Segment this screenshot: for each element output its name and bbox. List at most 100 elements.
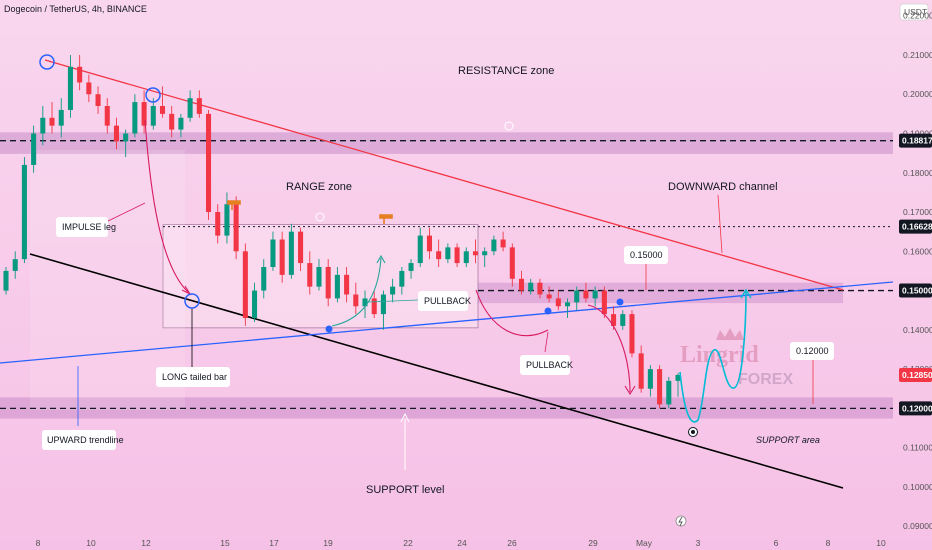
watermark: Lingrid FOREX <box>680 328 793 388</box>
price-tag-label: 0.12000 <box>902 403 932 413</box>
target1-box <box>624 246 668 264</box>
annotations: RESISTANCE zone RANGE zone DOWNWARD chan… <box>42 65 834 496</box>
candle-body <box>500 239 506 248</box>
candle-body <box>509 247 515 279</box>
candle-body <box>169 113 175 130</box>
impulse-box <box>56 217 108 237</box>
candle-body <box>454 247 460 264</box>
candle-body <box>638 353 644 389</box>
candle-body <box>592 290 598 299</box>
candle-body <box>77 66 83 83</box>
support-level-arrowhead <box>400 412 410 423</box>
candle-body <box>472 251 479 256</box>
candle-body <box>215 212 221 236</box>
chart-title: Dogecoin / TetherUS, 4h, BINANCE <box>4 4 147 14</box>
info-icon-2 <box>315 212 325 222</box>
price-tag-label: 0.18817 <box>902 136 932 146</box>
price-tag <box>899 133 932 148</box>
x-tick-label: 8 <box>826 538 831 548</box>
candle-body <box>380 294 386 315</box>
candle-body <box>3 270 9 291</box>
candle-body <box>583 290 589 299</box>
hammer-icon-2 <box>379 214 393 224</box>
pullback-curve-1 <box>331 257 382 327</box>
resistance-zone-label: RESISTANCE zone <box>458 65 554 77</box>
currency-box[interactable] <box>899 3 929 21</box>
price-axis[interactable]: USDT 0.22000 0.21000 0.20000 0.19000 0.18000… <box>893 0 932 550</box>
candle-body <box>353 294 359 307</box>
candle-body <box>224 204 230 236</box>
candle-body <box>657 369 663 405</box>
candle-body <box>371 298 377 315</box>
touch-dot-1 <box>325 325 333 333</box>
candle-layer <box>3 54 681 409</box>
candle-body <box>242 251 248 319</box>
upward-box <box>42 430 116 450</box>
left-range-shade <box>30 150 185 410</box>
candle-body <box>518 278 525 291</box>
lightning-icon <box>675 515 687 527</box>
candle-body <box>298 231 304 264</box>
impulse-label: IMPULSE leg <box>62 222 116 232</box>
candle-body <box>334 274 340 299</box>
pullback-curve-2 <box>475 289 549 337</box>
y-tick-label: 0.20000 <box>903 89 932 99</box>
projection-path <box>679 291 747 423</box>
candle-body <box>620 314 626 326</box>
candle-body <box>426 235 432 252</box>
x-tick-label: 8 <box>36 538 41 548</box>
x-tick-label: 10 <box>86 538 96 548</box>
candle-body <box>12 259 18 271</box>
swing-low-marker <box>184 293 200 309</box>
target1-label: 0.15000 <box>630 250 663 260</box>
price-tag-label: 0.16628 <box>902 222 932 232</box>
candle-body <box>482 251 488 256</box>
candle-body <box>279 239 285 275</box>
candle-body <box>58 109 64 126</box>
support-channel-line <box>29 253 844 489</box>
candle-body <box>40 117 46 134</box>
candle-body <box>307 263 313 287</box>
touch-dot-3 <box>616 298 624 306</box>
x-tick-label: 15 <box>220 538 230 548</box>
candle-body <box>675 374 681 381</box>
swing-high-marker-1 <box>39 54 55 70</box>
x-tick-label: 10 <box>876 538 886 548</box>
x-tick-label: 6 <box>774 538 779 548</box>
candle-body <box>362 298 368 307</box>
touch-dot-2 <box>544 307 552 315</box>
candle-body <box>601 290 607 315</box>
candle-body <box>21 164 27 260</box>
y-tick-label: 0.14000 <box>903 325 932 335</box>
time-axis[interactable]: 8 10 12 15 17 19 22 24 26 29 May 3 6 8 10 <box>36 538 886 548</box>
price-tag-label: 0.12850 <box>902 370 932 380</box>
candle-body <box>436 251 442 260</box>
x-tick-label: 17 <box>269 538 279 548</box>
target2-label: 0.12000 <box>796 346 829 356</box>
candle-body <box>555 298 561 307</box>
candle-body <box>316 267 322 287</box>
candle-body <box>86 82 92 95</box>
candle-body <box>666 380 672 405</box>
candle-body <box>463 251 469 264</box>
upward-trendline <box>0 281 894 364</box>
watermark-line2: FOREX <box>738 371 793 388</box>
candle-body <box>233 204 239 252</box>
pullback1-box <box>418 291 468 311</box>
pullback2-box <box>520 355 570 375</box>
trendline-layer <box>0 59 894 489</box>
candle-body <box>288 231 294 275</box>
candle-body <box>67 66 73 110</box>
lightning-icon-glyph <box>678 516 683 527</box>
y-tick-label: 0.21000 <box>903 50 932 60</box>
candle-body <box>252 290 258 319</box>
y-tick-label: 0.16000 <box>903 246 932 256</box>
x-tick-label: May <box>636 538 653 548</box>
resistance-zone <box>0 132 893 154</box>
candle-body <box>390 286 396 295</box>
downward-channel-label: DOWNWARD channel <box>668 181 778 193</box>
drop-arrowhead <box>624 385 636 396</box>
price-tag <box>899 283 932 298</box>
impulse-curve <box>144 119 189 293</box>
